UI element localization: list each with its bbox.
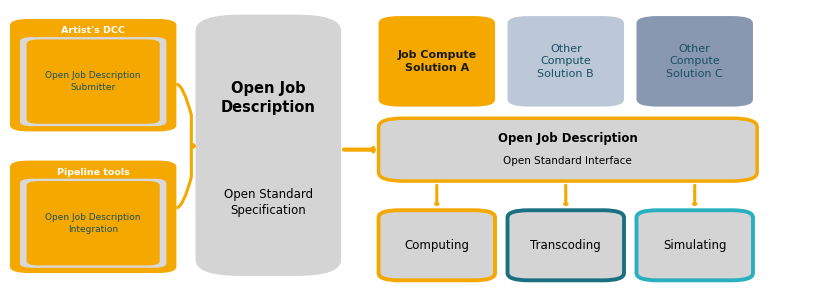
Text: Open Job
Description: Open Job Description (220, 81, 316, 115)
Text: Transcoding: Transcoding (530, 239, 602, 252)
FancyBboxPatch shape (379, 118, 757, 181)
FancyBboxPatch shape (508, 16, 624, 107)
FancyBboxPatch shape (508, 210, 624, 280)
Text: Pipeline tools: Pipeline tools (57, 168, 130, 177)
Text: Open Job Description
Integration: Open Job Description Integration (46, 213, 141, 234)
Text: Other
Compute
Solution B: Other Compute Solution B (537, 44, 594, 79)
FancyBboxPatch shape (379, 210, 495, 280)
FancyBboxPatch shape (10, 19, 176, 131)
FancyBboxPatch shape (636, 210, 753, 280)
FancyBboxPatch shape (20, 179, 166, 268)
FancyBboxPatch shape (196, 15, 341, 276)
Text: Artist's DCC: Artist's DCC (62, 26, 125, 35)
Text: Other
Compute
Solution C: Other Compute Solution C (666, 44, 723, 79)
FancyBboxPatch shape (27, 39, 160, 124)
Text: Computing: Computing (404, 239, 469, 252)
Text: Job Compute
Solution A: Job Compute Solution A (397, 50, 477, 72)
FancyBboxPatch shape (636, 16, 753, 107)
FancyBboxPatch shape (27, 181, 160, 265)
FancyBboxPatch shape (10, 161, 176, 273)
Text: Open Job Description: Open Job Description (498, 132, 637, 145)
FancyBboxPatch shape (379, 16, 495, 107)
Text: Open Standard
Specification: Open Standard Specification (224, 188, 313, 217)
Text: Simulating: Simulating (663, 239, 726, 252)
Text: Open Job Description
Submitter: Open Job Description Submitter (46, 71, 141, 92)
Text: Open Standard Interface: Open Standard Interface (503, 156, 632, 166)
FancyBboxPatch shape (20, 37, 166, 126)
